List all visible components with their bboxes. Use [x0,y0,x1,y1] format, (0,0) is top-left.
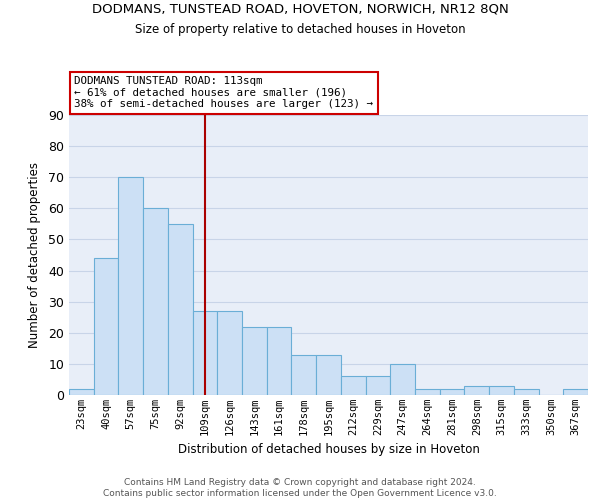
Bar [341,376,365,395]
Bar [514,389,539,395]
Bar [118,177,143,395]
Bar [415,389,440,395]
Bar [193,311,217,395]
Text: Size of property relative to detached houses in Hoveton: Size of property relative to detached ho… [134,22,466,36]
Bar [242,326,267,395]
Bar [217,311,242,395]
Bar [143,208,168,395]
Text: DODMANS, TUNSTEAD ROAD, HOVETON, NORWICH, NR12 8QN: DODMANS, TUNSTEAD ROAD, HOVETON, NORWICH… [92,2,508,16]
Bar [563,389,588,395]
Bar [94,258,118,395]
Text: Contains HM Land Registry data © Crown copyright and database right 2024.
Contai: Contains HM Land Registry data © Crown c… [103,478,497,498]
Bar [316,354,341,395]
Bar [464,386,489,395]
Text: Distribution of detached houses by size in Hoveton: Distribution of detached houses by size … [178,442,480,456]
Bar [292,354,316,395]
Bar [365,376,390,395]
Bar [267,326,292,395]
Bar [390,364,415,395]
Bar [440,389,464,395]
Bar [489,386,514,395]
Bar [168,224,193,395]
Y-axis label: Number of detached properties: Number of detached properties [28,162,41,348]
Bar [69,389,94,395]
Text: DODMANS TUNSTEAD ROAD: 113sqm
← 61% of detached houses are smaller (196)
38% of : DODMANS TUNSTEAD ROAD: 113sqm ← 61% of d… [74,76,373,110]
